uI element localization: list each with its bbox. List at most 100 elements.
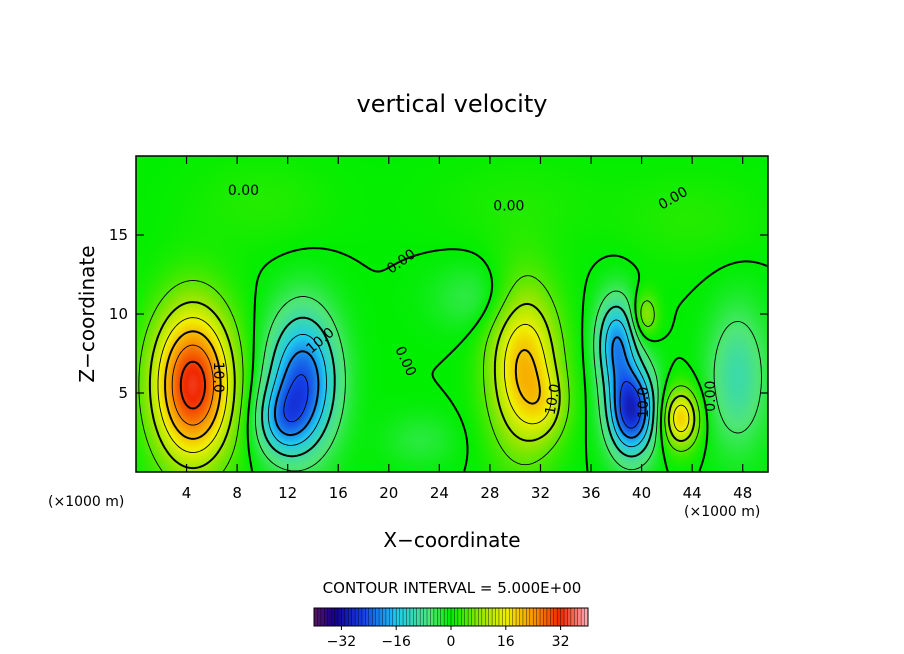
colorbar-swatch xyxy=(526,608,531,626)
colorbar-swatch xyxy=(519,608,524,626)
colorbar-swatch xyxy=(543,608,548,626)
x-tick-label: 12 xyxy=(278,484,297,502)
colorbar-swatch xyxy=(512,608,517,626)
colorbar-swatch xyxy=(420,608,424,626)
contour-level-15 xyxy=(157,317,690,454)
colorbar-swatch xyxy=(423,608,428,626)
chart-title: vertical velocity xyxy=(357,90,548,118)
colorbar-tick-label: 0 xyxy=(447,634,456,650)
x-tick-label: 4 xyxy=(182,484,192,502)
contour-level-30 xyxy=(179,360,206,410)
colorbar-swatch xyxy=(464,608,469,626)
colorbar-swatch xyxy=(317,608,322,626)
colorbar-swatch xyxy=(584,608,589,626)
colorbar-swatch xyxy=(331,608,335,626)
colorbar-swatch xyxy=(327,608,332,626)
colorbar-swatch xyxy=(375,608,380,626)
colorbar-swatch xyxy=(355,608,359,626)
contour-interval-note: CONTOUR INTERVAL = 5.000E+00 xyxy=(323,579,582,597)
colorbar-swatch xyxy=(488,608,493,626)
heatmap-field xyxy=(136,156,768,472)
x-unit-left: (×1000 m) xyxy=(48,494,124,510)
colorbar-swatch xyxy=(320,608,325,626)
contour-label: 0.00 xyxy=(493,199,524,215)
colorbar-swatch xyxy=(409,608,414,626)
x-tick-label: 32 xyxy=(531,484,550,502)
x-tick-label: 40 xyxy=(632,484,651,502)
colorbar-swatch xyxy=(502,608,507,626)
colorbar-swatch xyxy=(550,608,555,626)
y-axis-ticks: 5 10 15 xyxy=(109,226,768,402)
x-tick-label: 8 xyxy=(232,484,242,502)
colorbar-swatch xyxy=(392,608,397,626)
colorbar-swatch xyxy=(324,608,328,626)
colorbar-swatch xyxy=(399,608,404,626)
colorbar-swatch xyxy=(314,608,318,626)
colorbar-swatch xyxy=(396,608,400,626)
contour-label: 10.0 xyxy=(543,383,564,416)
colorbar-swatch xyxy=(468,608,472,626)
x-tick-label: 48 xyxy=(733,484,752,502)
colorbar-ticks: −32 −16 0 16 32 xyxy=(327,626,570,650)
x-axis-ticks: 4 8 12 16 20 24 28 32 36 40 44 48 xyxy=(182,156,752,502)
contour-level-0 xyxy=(246,247,768,472)
colorbar-swatch xyxy=(560,608,565,626)
colorbar-swatch xyxy=(379,608,383,626)
colorbar xyxy=(313,607,589,627)
colorbar-tick-label: −32 xyxy=(327,634,357,650)
colorbar-swatch xyxy=(382,608,387,626)
colorbar-swatch xyxy=(433,608,438,626)
colorbar-swatch xyxy=(437,608,442,626)
contour-label: 0.00 xyxy=(703,381,719,412)
colorbar-swatch xyxy=(505,608,510,626)
contour-level-neg10 xyxy=(261,305,655,458)
colorbar-swatch xyxy=(361,608,366,626)
y-tick-label: 5 xyxy=(118,384,128,402)
y-tick-label: 10 xyxy=(109,305,128,323)
colorbar-swatch xyxy=(533,608,537,626)
colorbar-swatch xyxy=(540,608,544,626)
colorbar-swatch xyxy=(341,608,346,626)
colorbar-swatch xyxy=(485,608,489,626)
colorbar-swatch xyxy=(368,608,373,626)
colorbar-swatch xyxy=(536,608,541,626)
colorbar-tick-label: −16 xyxy=(381,634,411,650)
colorbar-swatch xyxy=(474,608,479,626)
colorbar-swatch xyxy=(430,608,435,626)
x-tick-label: 44 xyxy=(683,484,702,502)
colorbar-swatch xyxy=(385,608,390,626)
x-tick-label: 24 xyxy=(430,484,449,502)
contour-level-neg15 xyxy=(267,319,651,448)
contour-level-25 xyxy=(171,344,214,426)
colorbar-swatch xyxy=(509,608,513,626)
colorbar-swatch xyxy=(351,608,356,626)
colorbar-swatch xyxy=(498,608,503,626)
colorbar-swatch xyxy=(344,608,349,626)
colorbar-swatch xyxy=(529,608,534,626)
x-tick-label: 36 xyxy=(581,484,600,502)
colorbar-swatch xyxy=(403,608,407,626)
colorbar-swatch xyxy=(564,608,568,626)
colorbar-swatch xyxy=(553,608,558,626)
colorbar-swatch xyxy=(481,608,486,626)
colorbar-swatch xyxy=(457,608,462,626)
colorbar-swatch xyxy=(365,608,370,626)
x-axis-label: X−coordinate xyxy=(383,528,520,552)
colorbar-swatch xyxy=(334,608,339,626)
colorbar-swatch xyxy=(372,608,376,626)
contour-label: 10.0 xyxy=(636,387,652,418)
colorbar-swatch xyxy=(389,608,394,626)
colorbar-swatch xyxy=(581,608,585,626)
colorbar-swatch xyxy=(444,608,448,626)
x-unit-right: (×1000 m) xyxy=(684,504,760,520)
y-axis-label: Z−coordinate xyxy=(75,245,99,382)
colorbar-swatch xyxy=(522,608,527,626)
contour-level-10 xyxy=(148,301,696,470)
colorbar-swatch xyxy=(337,608,342,626)
colorbar-swatch xyxy=(478,608,483,626)
contour-label: 0.00 xyxy=(228,183,259,199)
colorbar-swatch xyxy=(577,608,582,626)
contour-level-neg5 xyxy=(254,290,762,472)
contour-label: 10.0 xyxy=(210,362,226,393)
